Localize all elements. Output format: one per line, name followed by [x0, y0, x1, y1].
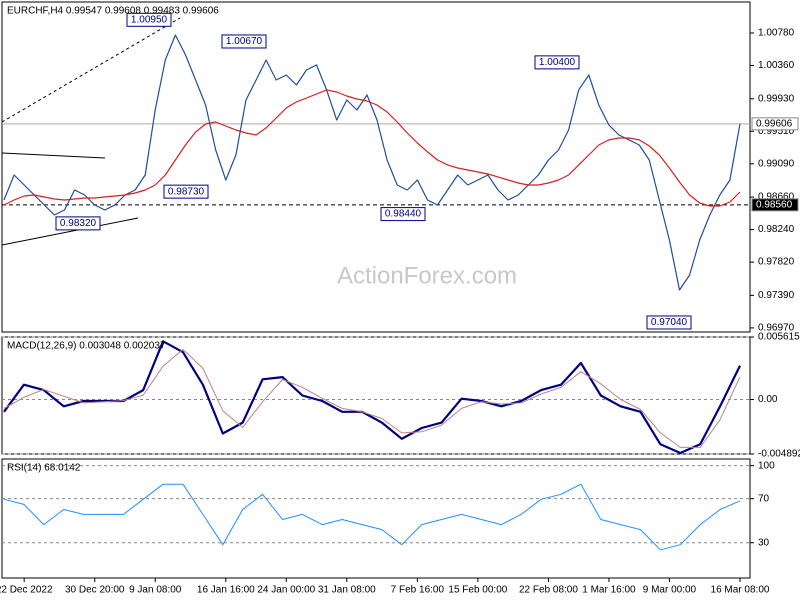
y-tick-label: 0.00 — [758, 394, 778, 405]
x-tick-label: 16 Jan 16:00 — [197, 585, 255, 596]
annotation-box — [221, 34, 267, 49]
x-tick-label: 22 Feb 08:00 — [519, 585, 578, 596]
x-tick-label: 16 Mar 08:00 — [711, 585, 770, 596]
panel-title: EURCHF,H4 0.99547 0.99608 0.99483 0.9960… — [7, 6, 219, 17]
annotation-label: 0.98730 — [168, 186, 205, 197]
y-tick-label: 100 — [758, 460, 775, 471]
price-tag-label: 0.98560 — [756, 199, 793, 210]
x-tick-label: 15 Feb 00:00 — [448, 585, 507, 596]
panel-frame — [1, 458, 751, 579]
series-line — [3, 89, 741, 207]
annotation-box — [646, 315, 692, 330]
trend-line — [1, 217, 139, 246]
annotation-label: 1.00400 — [539, 57, 576, 68]
trend-line — [1, 152, 106, 159]
panel-title: MACD(12,26,9) 0.003048 0.002037 — [7, 341, 166, 352]
price-tag-label: 0.99606 — [756, 118, 793, 129]
y-tick-label: 0.99510 — [758, 126, 795, 137]
x-tick-label: 1 Mar 16:00 — [582, 585, 636, 596]
annotation-box — [55, 216, 101, 231]
y-tick-label: 30 — [758, 537, 770, 548]
y-tick-label: 1.00780 — [758, 28, 795, 39]
y-tick-label: 0.97390 — [758, 290, 795, 301]
x-tick-label: 24 Jan 00:00 — [257, 585, 315, 596]
x-tick-label: 9 Jan 08:00 — [129, 585, 182, 596]
x-tick-label: 7 Feb 16:00 — [391, 585, 445, 596]
y-tick-label: 0.99930 — [758, 93, 795, 104]
y-tick-label: -0.004892 — [758, 449, 800, 460]
annotation-label: 0.98320 — [60, 218, 97, 229]
annotation-label: 1.00670 — [226, 36, 263, 47]
y-tick-label: 0.98660 — [758, 192, 795, 203]
series-line — [3, 483, 741, 551]
panel-title: RSI(14) 68.0142 — [7, 463, 81, 474]
x-tick-label: 30 Dec 20:00 — [65, 585, 125, 596]
y-tick-label: 70 — [758, 493, 770, 504]
y-tick-label: 0.98240 — [758, 224, 795, 235]
y-tick-label: 1.00360 — [758, 60, 795, 71]
annotation-box — [163, 184, 209, 199]
price-tag — [751, 198, 799, 212]
annotation-label: 1.00950 — [131, 14, 168, 25]
price-tag — [751, 117, 799, 131]
series-line — [3, 348, 741, 448]
annotation-box — [380, 207, 426, 222]
y-tick-label: 0.97820 — [758, 257, 795, 268]
watermark: ActionForex.com — [337, 262, 517, 289]
panel-frame — [1, 1, 751, 333]
x-tick-label: 22 Dec 2022 — [0, 585, 53, 596]
y-tick-label: 0.99090 — [758, 158, 795, 169]
y-tick-label: 0.005615 — [758, 332, 800, 343]
x-tick-label: 31 Jan 08:00 — [318, 585, 376, 596]
x-tick-label: 9 Mar 00:00 — [643, 585, 697, 596]
annotation-label: 0.97040 — [651, 317, 688, 328]
annotation-box — [534, 55, 580, 70]
y-tick-label: 0.96970 — [758, 323, 795, 334]
annotation-label: 0.98440 — [385, 209, 422, 220]
annotation-box — [126, 12, 172, 27]
trend-line — [1, 17, 181, 123]
